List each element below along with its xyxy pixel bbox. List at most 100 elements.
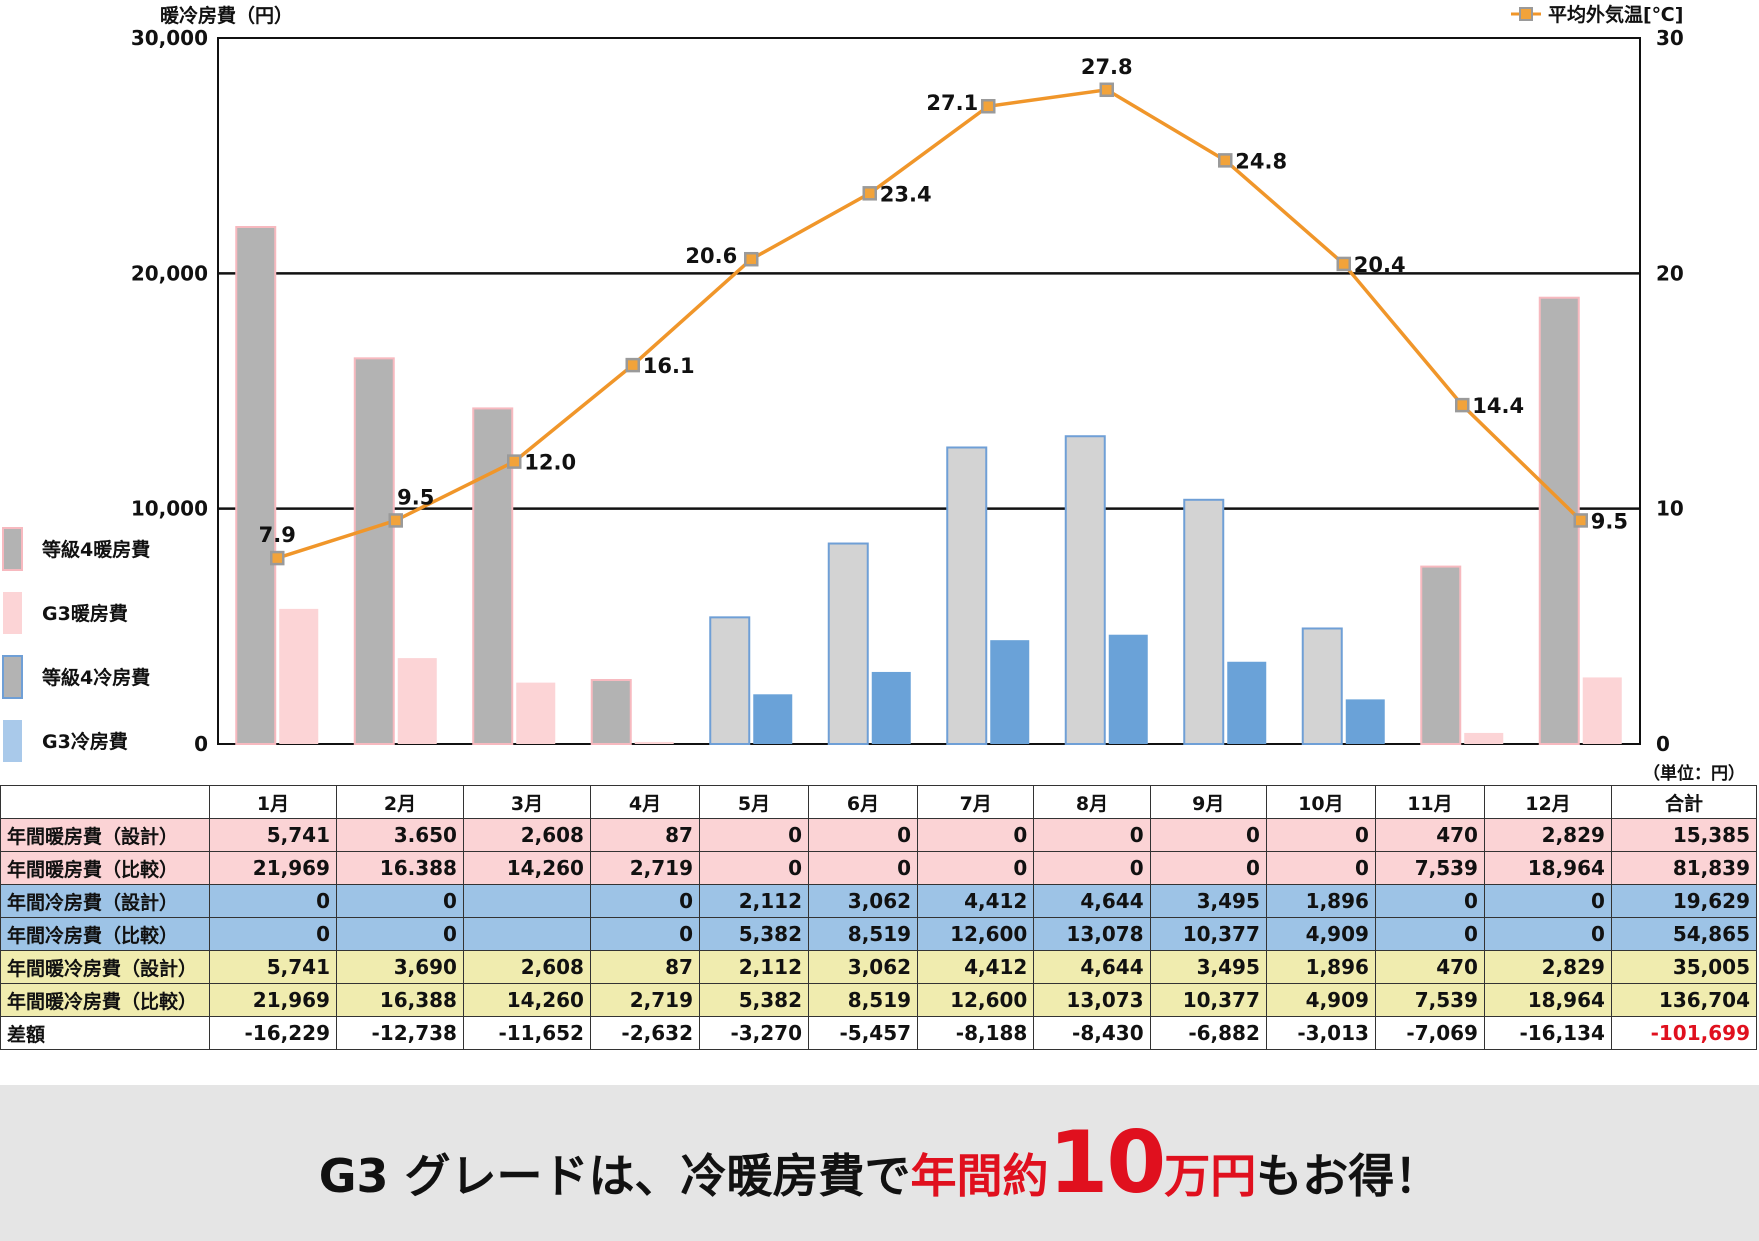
table-corner-cell (0, 785, 210, 819)
table-cell: 16.388 (335, 851, 464, 885)
temperature-marker (388, 513, 403, 528)
bar-heat-g3 (279, 608, 319, 744)
table-cell: 54,865 (1610, 917, 1758, 951)
table-cell: 0 (1149, 851, 1267, 885)
table-cell: 87 (589, 818, 700, 852)
bar-heat-g3 (397, 658, 437, 744)
table-row: 年間冷房費（設計） 0 0 0 2,112 3,062 4,412 4,644 3,495 1,8… (0, 884, 1758, 918)
banner: G3 グレードは、冷暖房費で年間約10万円もお得！ (0, 1085, 1759, 1241)
y-right-tick-label: 30 (1656, 26, 1684, 50)
table-column-header: 6月 (808, 785, 919, 819)
legend-swatch (2, 527, 23, 571)
bar-cool-g3 (1227, 661, 1267, 744)
table-cell: 0 (335, 884, 464, 918)
line-legend-label: 平均外気温[℃] (1548, 3, 1683, 26)
bar-heat-g3 (1464, 732, 1504, 744)
table-cell: 0 (1033, 818, 1151, 852)
table-cell: 0 (589, 917, 700, 951)
table-cell: 15,385 (1610, 818, 1758, 852)
table-cell: 14,260 (462, 983, 591, 1017)
table-cell: 0 (698, 851, 810, 885)
table-cell: 18,964 (1483, 851, 1612, 885)
table-cell: 7,539 (1374, 851, 1485, 885)
table-cell (462, 917, 591, 951)
table-cell: 5,382 (698, 917, 810, 951)
table-cell: 4,909 (1265, 983, 1376, 1017)
table-cell: 7,539 (1374, 983, 1485, 1017)
table-cell: 0 (1374, 917, 1485, 951)
table-cell: 5,382 (698, 983, 810, 1017)
table-cell: 19,629 (1610, 884, 1758, 918)
temperature-marker (744, 251, 759, 267)
temperature-data-label: 23.4 (880, 182, 932, 206)
table-row-label: 年間暖冷房費（設計） (0, 950, 210, 984)
table-cell: 0 (1483, 917, 1612, 951)
table-cell: 8,519 (808, 917, 919, 951)
table-cell: 13,073 (1033, 983, 1151, 1017)
bar-cool-grade4 (1301, 627, 1343, 745)
table-cell: -5,457 (808, 1016, 919, 1050)
banner-part5: もお得！ (1256, 1149, 1441, 1203)
table-cell: 136,704 (1610, 983, 1758, 1017)
table-cell: 5,741 (209, 818, 337, 852)
table-cell: 0 (808, 851, 919, 885)
table-column-header: 7月 (917, 785, 1035, 819)
table-cell: 4,412 (917, 884, 1035, 918)
temperature-marker (625, 357, 640, 373)
bar-heat-grade4 (590, 679, 632, 746)
table-cell: 12,600 (917, 917, 1035, 951)
temperature-data-label: 12.0 (524, 451, 576, 475)
table-cell: 0 (1483, 884, 1612, 918)
table-cell: -3,270 (698, 1016, 810, 1050)
bar-cool-g3 (871, 671, 911, 744)
legend-label: 等級4暖房費 (41, 538, 150, 561)
temperature-data-label: 14.4 (1472, 394, 1524, 418)
table-cell: 4,909 (1265, 917, 1376, 951)
table-row-label: 年間暖房費（設計） (0, 818, 210, 852)
table-cell: 14,260 (462, 851, 591, 885)
table-row-label: 年間冷房費（比較） (0, 917, 210, 951)
bar-cool-grade4 (1183, 498, 1225, 745)
table-header-row: 1月 2月 3月 4月 5月 6月 7月 8月 9月 10月 11月 12月 合計 (0, 785, 1758, 819)
temperature-marker (507, 454, 522, 469)
bar-cool-grade4 (1064, 435, 1106, 745)
table-row: 年間暖房費（設計） 5,741 3.650 2,608 87 0 0 0 0 0 0 470 2,829… (0, 818, 1758, 852)
temperature-line (276, 87, 1582, 560)
table-cell: -11,652 (462, 1016, 591, 1050)
table-cell: 0 (1265, 851, 1376, 885)
bar-cool-grade4 (827, 542, 869, 745)
table-cell: -6,882 (1149, 1016, 1267, 1050)
table-cell (462, 884, 591, 918)
table-cell: 2,608 (462, 950, 591, 984)
table-cell: 16,388 (335, 983, 464, 1017)
temperature-data-label: 9.5 (397, 485, 434, 509)
table-cell: 3,495 (1149, 950, 1267, 984)
table-cell: -12,738 (335, 1016, 464, 1050)
bar-heat-grade4 (1420, 565, 1462, 746)
data-table: 1月 2月 3月 4月 5月 6月 7月 8月 9月 10月 11月 12月 合計 年間暖房費（設計） 5… (0, 785, 1758, 1050)
table-cell: 3,495 (1149, 884, 1267, 918)
bar-cool-g3 (1108, 634, 1148, 744)
table-cell: 0 (209, 884, 337, 918)
table-cell: 8,519 (808, 983, 919, 1017)
table-cell: -2,632 (589, 1016, 700, 1050)
temperature-marker (1099, 82, 1114, 98)
bar-heat-g3 (516, 682, 556, 744)
bar-heat-g3 (634, 741, 674, 744)
table-column-header: 9月 (1149, 785, 1267, 819)
table-column-header: 2月 (335, 785, 464, 819)
table-cell: 0 (1033, 851, 1151, 885)
legend-swatch (3, 592, 22, 634)
banner-part2: 年間約 (910, 1149, 1049, 1203)
table-cell: 21,969 (209, 851, 337, 885)
temperature-data-label: 9.5 (1591, 509, 1628, 533)
table-cell: -101,699 (1610, 1016, 1758, 1050)
table-cell: 1,896 (1265, 950, 1376, 984)
table-cell: 2,719 (589, 851, 700, 885)
y-right-tick-label: 20 (1656, 261, 1684, 285)
table-column-header: 1月 (209, 785, 337, 819)
bar-cool-g3 (753, 694, 793, 744)
banner-part4: 万円 (1164, 1149, 1257, 1203)
y-left-tick-label: 10,000 (131, 497, 208, 521)
temperature-data-label: 7.9 (259, 523, 296, 547)
